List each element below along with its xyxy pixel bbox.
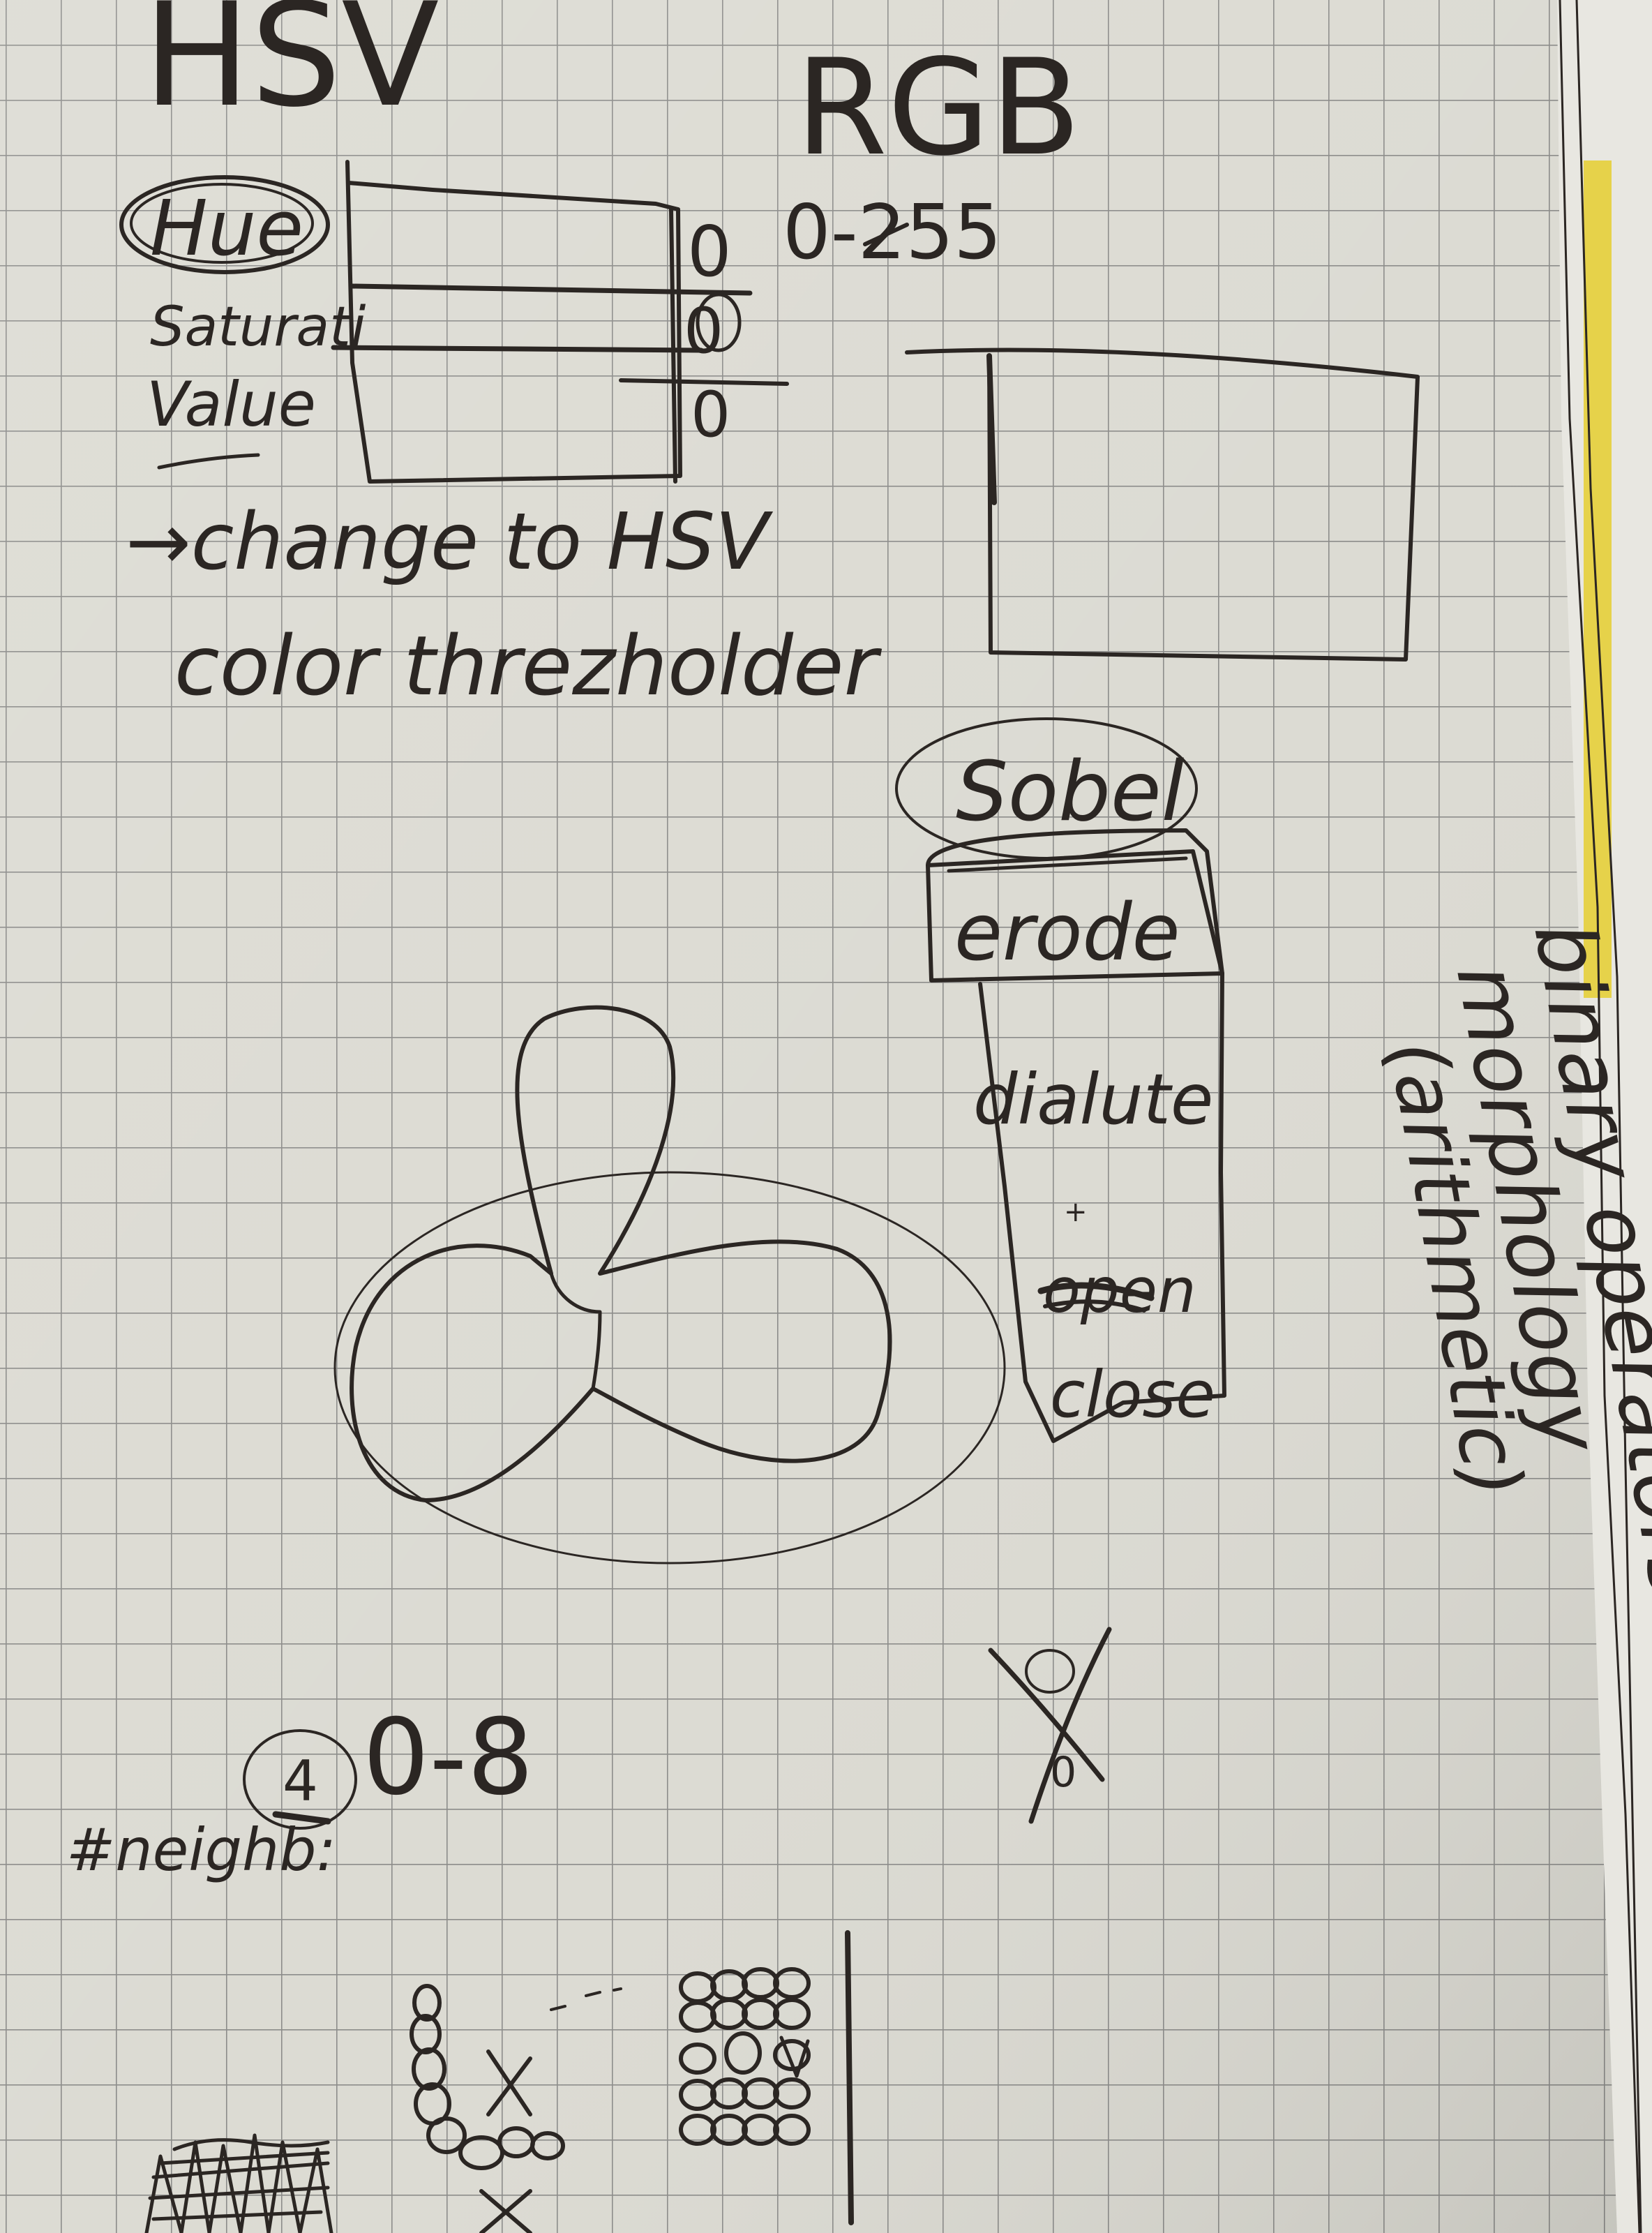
x-mark-stroke-2 (1028, 1627, 1112, 1824)
range-0-8: 0-8 (363, 1697, 534, 1818)
value-label: Value (147, 368, 316, 440)
propeller-pencil-guide (333, 1171, 1006, 1564)
saturation-label: Saturati (150, 296, 366, 359)
neighbors-value: 4 (283, 1749, 318, 1814)
bottom-left-scribble (144, 2133, 333, 2233)
hue-slider-line (350, 283, 753, 296)
pixel-grid-doodle (679, 1930, 854, 2225)
hsv-heading: HSV (143, 0, 440, 139)
neighbor-scribble (410, 1984, 622, 2233)
plus-mark: + (1064, 1196, 1088, 1228)
yellow-page-edge (1584, 160, 1612, 998)
saturation-slider-line (331, 345, 704, 353)
value-slider-line (619, 378, 789, 386)
x-mark-stroke-1 (988, 1648, 1105, 1782)
rgb-heading: RGB (795, 31, 1081, 185)
hsv-preview-box (345, 160, 682, 484)
neighbors-label: #neighb: (66, 1816, 336, 1884)
color-thresholder-line: color threzholder (174, 618, 882, 714)
hue-circle (119, 175, 330, 274)
rgb-preview-box (905, 348, 1420, 662)
hue-label: Hue (150, 184, 303, 273)
value-slider-zero: 0 (691, 378, 730, 451)
small-zero: 0 (1050, 1748, 1076, 1797)
hue-slider-zero: 0 (687, 211, 732, 292)
saturation-slider-zero: 0 (684, 294, 723, 368)
change-to-hsv-line: →change to HSV (126, 497, 774, 588)
operation-stack-outline (926, 828, 1226, 1443)
erode-label: erode (954, 888, 1180, 978)
sobel-label: Sobel (956, 743, 1185, 839)
close-label: close (1050, 1357, 1215, 1432)
propeller-shape (350, 1005, 892, 1502)
dialute-label: dialute (973, 1059, 1213, 1140)
